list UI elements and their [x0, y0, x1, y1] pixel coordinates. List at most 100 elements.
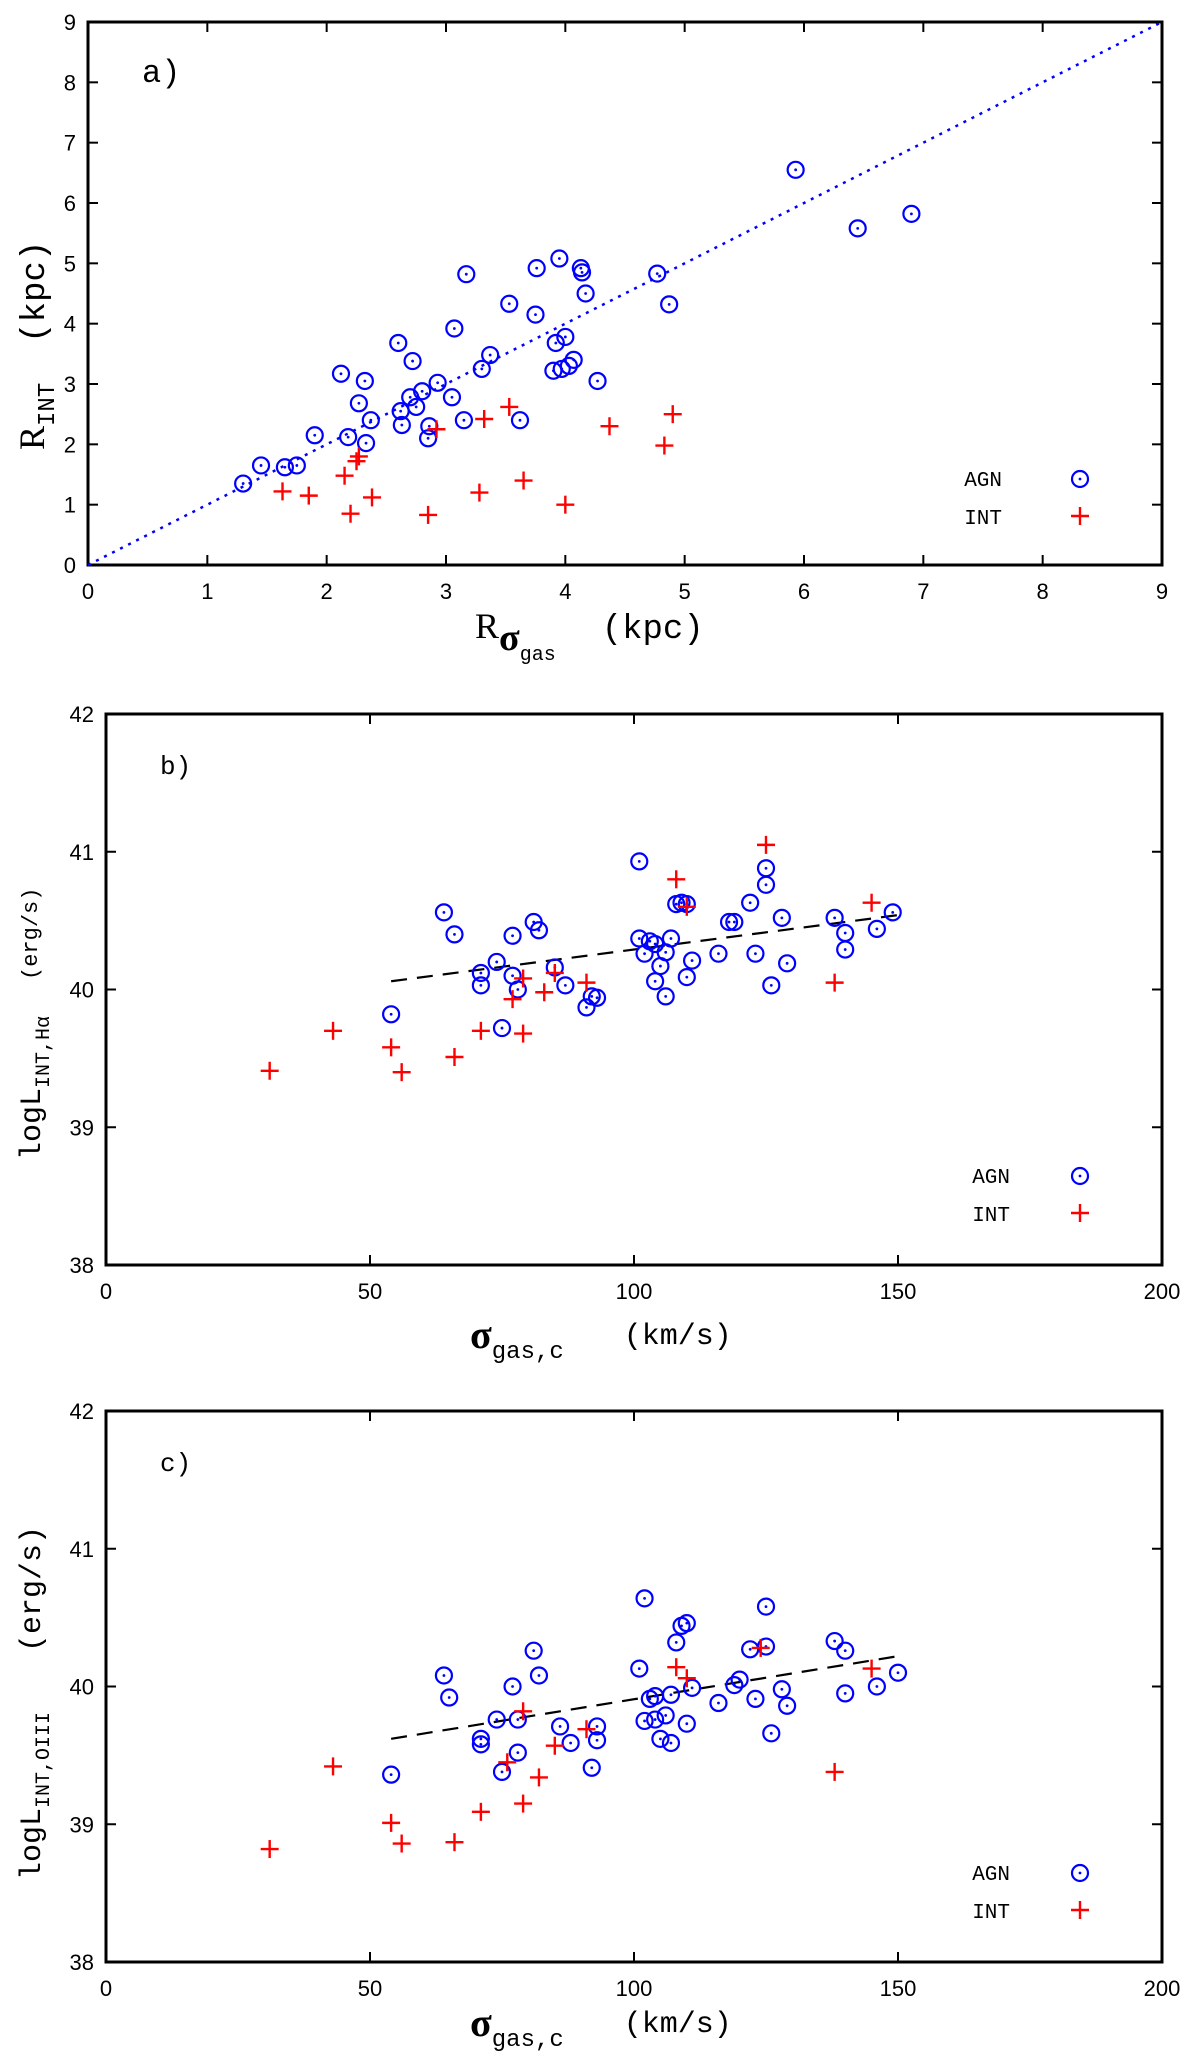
agn-point	[630, 852, 649, 871]
agn-point	[656, 1706, 675, 1725]
panel-a-reference-line	[87, 20, 1163, 567]
panel-c-x-axis-title: σgas,c (km/s)	[470, 2000, 732, 2054]
int-point	[545, 1736, 564, 1755]
agn-point	[492, 1018, 512, 1038]
agn-point	[546, 333, 565, 353]
agn-point	[355, 371, 374, 391]
int-point	[600, 417, 619, 436]
legend-agn-marker	[1070, 469, 1090, 489]
agn-point	[661, 929, 681, 948]
agn-point	[646, 972, 665, 991]
y-tick-label: 7	[64, 131, 76, 156]
one-to-one-line	[87, 20, 1163, 567]
int-point	[273, 482, 292, 501]
panel-a-label: a)	[142, 55, 180, 92]
agn-point	[756, 1597, 776, 1616]
agn-point	[587, 988, 607, 1007]
agn-point	[836, 923, 855, 943]
int-point	[260, 1061, 279, 1080]
agn-point	[428, 373, 447, 392]
agn-point	[661, 1733, 681, 1753]
int-point	[347, 452, 366, 471]
y-tick-label: 9	[64, 10, 76, 35]
panel-b-legend-int-label: INT	[972, 1205, 1010, 1228]
agn-point	[339, 427, 358, 447]
x-tick-label: 150	[880, 1976, 917, 2001]
agn-point	[561, 1733, 580, 1753]
panel-a: 0 1 2 3 4 5 6 7 8 9 0 1 2 3 4 5 6 7 8 9 a) AGN INT Rσgas(kp…	[12, 10, 1168, 667]
agn-point	[677, 968, 696, 987]
panel-c-legend-agn-label: AGN	[972, 1864, 1010, 1887]
agn-point	[251, 456, 271, 475]
agn-point	[234, 474, 253, 493]
agn-point	[500, 294, 519, 313]
agn-point	[836, 1684, 855, 1703]
y-tick-label: 6	[64, 191, 76, 216]
agn-point	[646, 934, 665, 954]
int-point	[514, 969, 533, 988]
panel-a-frame	[86, 20, 1164, 567]
x-tick-label: 2	[321, 579, 333, 604]
agn-point	[825, 908, 844, 927]
agn-point	[635, 1589, 654, 1608]
agn-point	[902, 204, 921, 223]
agn-point	[677, 1714, 696, 1733]
int-point	[667, 870, 686, 889]
int-point	[335, 466, 354, 485]
agn-point	[746, 1689, 765, 1708]
int-point	[363, 488, 382, 507]
agn-point	[492, 1762, 512, 1782]
agn-point	[389, 333, 408, 353]
agn-point	[564, 350, 583, 369]
agn-point	[529, 1666, 549, 1685]
agn-point	[630, 929, 649, 948]
agn-point	[682, 1678, 702, 1697]
agn-point	[577, 998, 596, 1017]
int-point	[514, 471, 533, 490]
x-tick-label: 0	[100, 1976, 112, 2001]
agn-point	[434, 1666, 454, 1685]
agn-point	[836, 940, 855, 959]
int-point	[324, 1757, 343, 1776]
int-point	[500, 397, 519, 416]
agn-point	[825, 1631, 844, 1651]
agn-point	[762, 1724, 781, 1743]
agn-point	[403, 351, 422, 371]
agn-point	[630, 1659, 649, 1678]
agn-point	[349, 394, 368, 413]
agn-point	[682, 951, 702, 970]
int-point	[514, 1794, 533, 1813]
int-point	[503, 990, 522, 1009]
legend-agn-marker	[1070, 1166, 1090, 1186]
panel-a-legend-int-label: INT	[964, 508, 1002, 531]
panel-a-legend-agn-label: AGN	[964, 470, 1002, 493]
panel-b-ticks: 0 50 100 150 200 38 39 40 41 42	[70, 702, 1181, 1304]
panel-a-y-axis-title: RINT(kpc)	[12, 241, 62, 450]
agn-point	[481, 345, 500, 365]
agn-point	[382, 1765, 401, 1784]
int-point	[392, 1834, 411, 1853]
fit-line	[390, 1655, 899, 1740]
agn-point	[772, 1680, 791, 1699]
int-point	[475, 409, 494, 428]
y-tick-label: 0	[64, 553, 76, 578]
agn-point	[382, 1005, 401, 1024]
int-point	[324, 1021, 343, 1040]
agn-point	[487, 1710, 506, 1729]
int-point	[545, 963, 564, 982]
x-tick-label: 4	[559, 579, 571, 604]
int-point	[349, 447, 368, 466]
x-tick-label: 200	[1144, 1976, 1181, 2001]
y-tick-label: 39	[70, 1115, 94, 1140]
panel-b-marks	[260, 835, 902, 1082]
agn-point	[454, 411, 473, 430]
x-tick-label: 9	[1156, 579, 1168, 604]
panel-a-x-axis-title: Rσgas(kpc)	[475, 606, 704, 667]
x-tick-label: 0	[82, 579, 94, 604]
panel-c-y-axis-title: logLINT,OIII(erg/s)	[16, 1526, 56, 1880]
agn-point	[756, 859, 776, 878]
agn-point	[331, 364, 351, 383]
agn-point	[361, 411, 380, 430]
panel-c-ticks: 0 50 100 150 200 38 39 40 41 42	[70, 1399, 1181, 2001]
fit-line	[390, 914, 899, 983]
